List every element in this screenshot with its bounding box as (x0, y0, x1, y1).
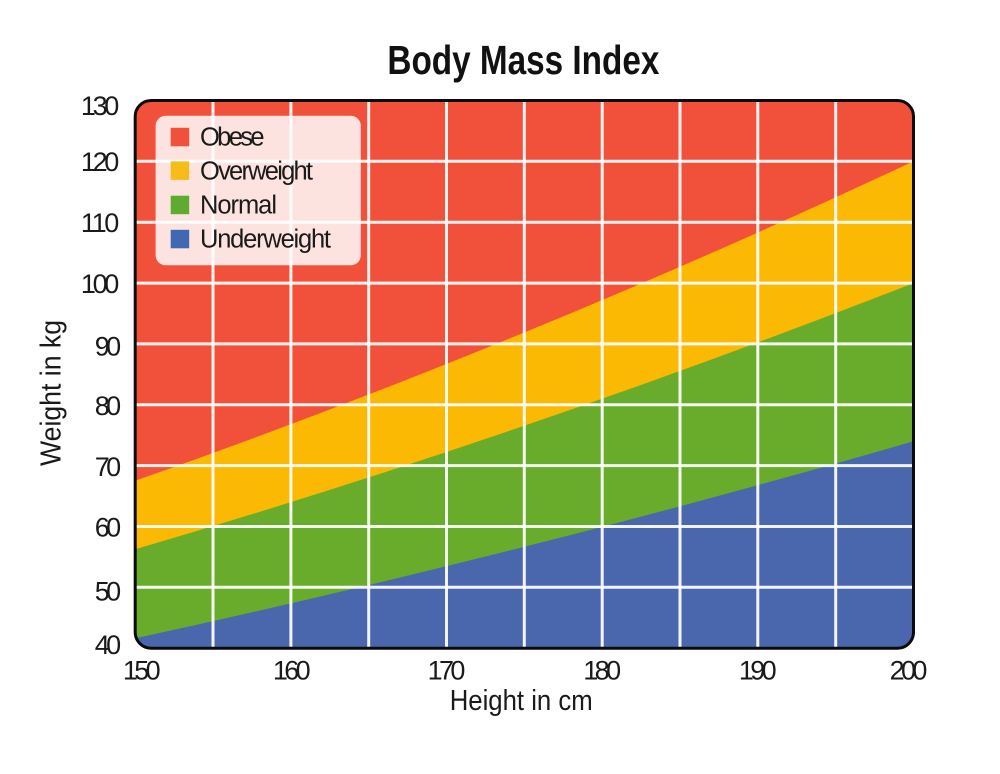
svg-text:60: 60 (95, 513, 121, 543)
svg-text:Overweight: Overweight (200, 158, 313, 186)
svg-text:Underweight: Underweight (200, 226, 331, 254)
svg-text:70: 70 (95, 452, 121, 482)
svg-text:Normal: Normal (200, 192, 277, 220)
svg-text:170: 170 (428, 656, 466, 686)
svg-text:40: 40 (95, 630, 121, 660)
svg-text:Height in cm: Height in cm (450, 685, 593, 717)
svg-text:130: 130 (81, 91, 119, 121)
svg-text:200: 200 (890, 656, 928, 686)
svg-text:Weight in kg: Weight in kg (35, 320, 67, 466)
svg-text:90: 90 (95, 331, 121, 361)
svg-text:110: 110 (81, 208, 119, 238)
svg-text:50: 50 (95, 576, 121, 606)
svg-text:150: 150 (123, 656, 161, 686)
svg-text:180: 180 (583, 656, 621, 686)
svg-text:80: 80 (95, 391, 121, 421)
svg-text:190: 190 (739, 656, 777, 686)
svg-text:120: 120 (81, 147, 119, 177)
svg-text:Obese: Obese (200, 124, 265, 152)
svg-text:160: 160 (273, 656, 311, 686)
svg-text:100: 100 (81, 269, 119, 299)
svg-text:Body Mass Index: Body Mass Index (387, 37, 659, 83)
